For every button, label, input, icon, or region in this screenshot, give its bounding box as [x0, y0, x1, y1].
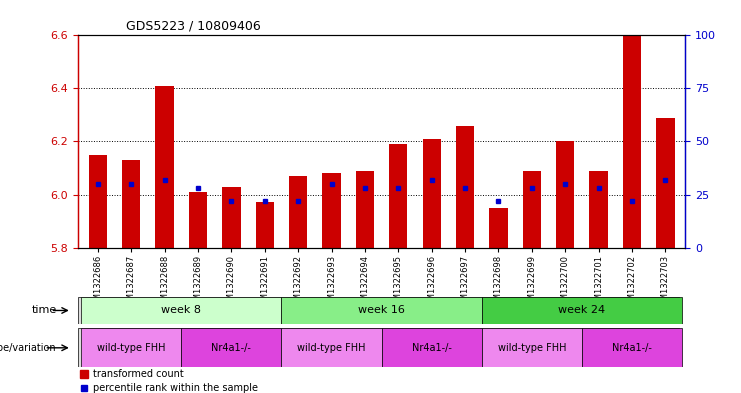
- Text: Nr4a1-/-: Nr4a1-/-: [412, 343, 451, 353]
- Bar: [256, 202, 274, 248]
- Bar: [222, 187, 241, 248]
- Text: week 16: week 16: [358, 305, 405, 316]
- Bar: [82, 328, 182, 367]
- Bar: [282, 328, 382, 367]
- Bar: [556, 141, 574, 248]
- Text: Nr4a1-/-: Nr4a1-/-: [211, 343, 251, 353]
- Bar: [289, 176, 308, 248]
- Bar: [356, 171, 374, 248]
- Bar: [322, 173, 341, 248]
- Text: wild-type FHH: wild-type FHH: [97, 343, 165, 353]
- Text: wild-type FHH: wild-type FHH: [498, 343, 566, 353]
- Bar: [156, 86, 174, 248]
- Text: percentile rank within the sample: percentile rank within the sample: [93, 383, 258, 393]
- Text: week 8: week 8: [162, 305, 202, 316]
- Bar: [456, 125, 474, 248]
- Bar: [489, 208, 508, 248]
- Text: wild-type FHH: wild-type FHH: [297, 343, 366, 353]
- Bar: [522, 171, 541, 248]
- Bar: [189, 192, 207, 248]
- Bar: [623, 35, 641, 248]
- Bar: [389, 144, 408, 248]
- Bar: [589, 171, 608, 248]
- Text: time: time: [31, 305, 56, 316]
- Bar: [482, 297, 682, 324]
- Text: GDS5223 / 10809406: GDS5223 / 10809406: [127, 20, 261, 33]
- Text: Nr4a1-/-: Nr4a1-/-: [612, 343, 652, 353]
- Bar: [122, 160, 140, 248]
- Bar: [282, 297, 482, 324]
- Text: week 24: week 24: [559, 305, 605, 316]
- Bar: [582, 328, 682, 367]
- Bar: [82, 297, 282, 324]
- Bar: [89, 155, 107, 248]
- Bar: [382, 328, 482, 367]
- Bar: [657, 118, 674, 248]
- Bar: [422, 139, 441, 248]
- Text: transformed count: transformed count: [93, 369, 184, 379]
- Text: genotype/variation: genotype/variation: [0, 343, 56, 353]
- Bar: [482, 328, 582, 367]
- Bar: [182, 328, 282, 367]
